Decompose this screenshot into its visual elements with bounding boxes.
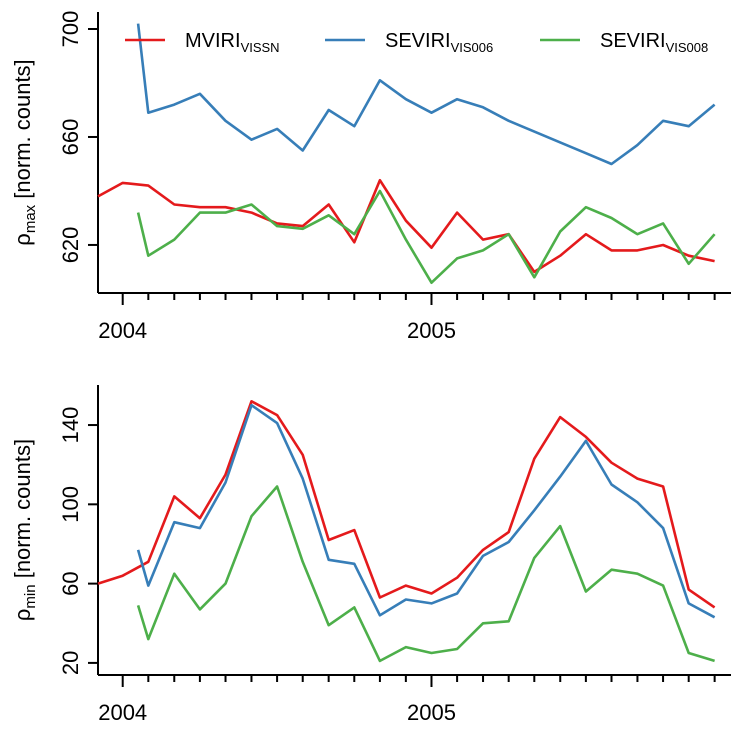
legend-name: MVIRI bbox=[185, 30, 241, 52]
legend-subscript: VIS008 bbox=[666, 40, 709, 55]
y-label-suffix: [norm. counts] bbox=[10, 59, 35, 205]
y-label-subscript: min bbox=[22, 584, 39, 608]
y-tick-label: 60 bbox=[58, 571, 83, 595]
x-tick-label: 2005 bbox=[407, 700, 456, 725]
x-tick-label: 2004 bbox=[98, 700, 147, 725]
y-tick-label: 700 bbox=[58, 11, 83, 48]
y-label-suffix: [norm. counts] bbox=[10, 439, 35, 585]
x-tick-label: 2005 bbox=[407, 318, 456, 343]
legend-subscript: VISSN bbox=[241, 40, 280, 55]
x-tick-label: 2004 bbox=[98, 318, 147, 343]
data-line bbox=[97, 178, 715, 274]
data-line bbox=[136, 189, 716, 284]
legend-name: SEVIRI bbox=[600, 30, 666, 52]
y-axis-label: ρmin [norm. counts] bbox=[10, 439, 39, 621]
legend-subscript: VIS006 bbox=[451, 40, 494, 55]
legend-name: SEVIRI bbox=[385, 30, 451, 52]
y-tick-label: 20 bbox=[58, 651, 83, 675]
y-label-subscript: max bbox=[22, 204, 39, 233]
legend-label: MVIRIVISSN bbox=[185, 30, 280, 55]
data-line bbox=[136, 403, 716, 619]
y-axis-label: ρmax [norm. counts] bbox=[10, 59, 39, 245]
y-tick-label: 620 bbox=[58, 227, 83, 264]
legend-label: SEVIRIVIS008 bbox=[600, 30, 708, 55]
data-line bbox=[136, 485, 715, 663]
y-tick-label: 100 bbox=[58, 486, 83, 523]
y-tick-label: 660 bbox=[58, 119, 83, 156]
y-label-symbol: ρ bbox=[10, 609, 35, 622]
data-line bbox=[97, 400, 716, 609]
y-label-symbol: ρ bbox=[10, 233, 35, 246]
data-line bbox=[136, 23, 716, 166]
legend-label: SEVIRIVIS006 bbox=[385, 30, 493, 55]
y-tick-label: 140 bbox=[58, 407, 83, 444]
